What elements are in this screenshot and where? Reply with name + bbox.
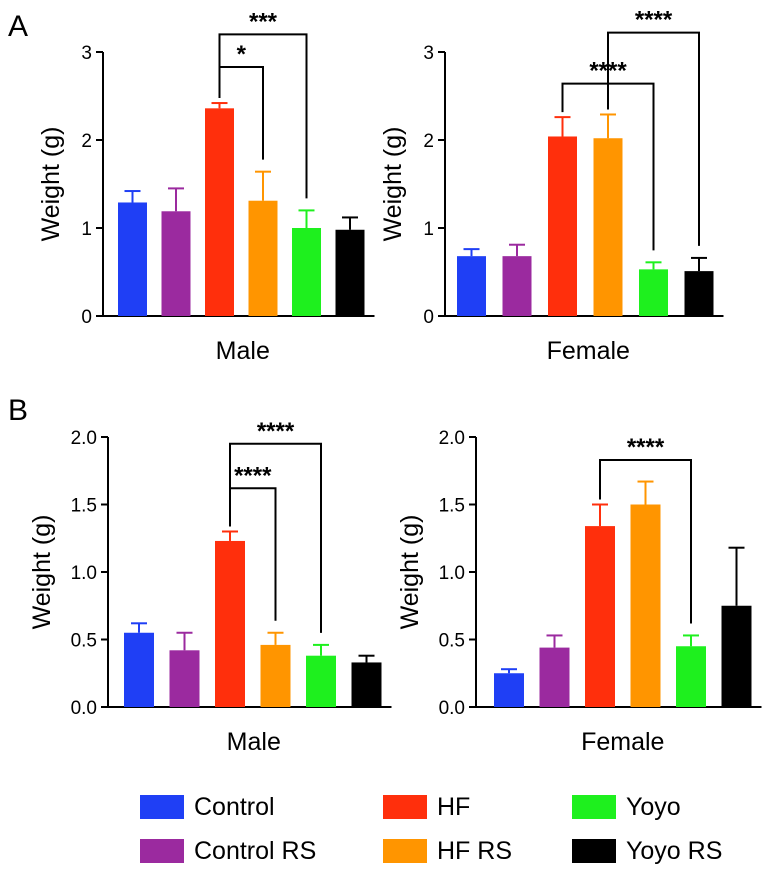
y-tick-label: 0.5 — [71, 631, 97, 652]
legend-swatch-hf — [383, 795, 427, 819]
legend-item-hf-rs: HF RS — [383, 834, 512, 868]
legend-item-yoyo-rs: Yoyo RS — [572, 834, 722, 868]
y-tick-label: 2.0 — [71, 428, 97, 449]
bar — [351, 662, 382, 707]
y-tick-label: 1 — [81, 219, 92, 240]
y-tick-label: 1 — [423, 219, 434, 240]
y-axis-title: Weight (g) — [379, 127, 407, 242]
panel-letter-a: A — [8, 10, 28, 43]
bar — [639, 269, 668, 316]
y-tick-label: 0 — [423, 307, 434, 328]
x-axis-label: Female — [547, 337, 630, 365]
significance-label: *** — [249, 8, 278, 35]
legend: Control HF Yoyo Control RS HF RS Yoyo RS — [0, 780, 764, 876]
bar — [118, 202, 147, 316]
y-tick-label: 3 — [81, 43, 92, 64]
legend-label-control-rs: Control RS — [194, 836, 317, 865]
y-axis-title: Weight (g) — [28, 515, 56, 630]
y-tick-label: 0.0 — [439, 698, 465, 719]
bar — [721, 605, 752, 707]
significance-label: * — [237, 41, 247, 68]
bar — [306, 655, 336, 707]
bar — [169, 650, 200, 707]
chart-0: 0 1 2 3 Weight (g) Male **** — [37, 8, 375, 365]
y-tick-label: 3 — [423, 43, 434, 64]
significance-bracket — [607, 31, 700, 246]
y-tick-label: 0 — [81, 307, 92, 328]
legend-swatch-control — [140, 795, 184, 819]
legend-item-hf: HF — [383, 790, 470, 824]
bar — [292, 228, 321, 316]
y-tick-label: 2 — [423, 131, 434, 152]
y-tick-label: 2.0 — [439, 428, 465, 449]
significance-bracket — [218, 33, 308, 199]
y-tick-label: 0.0 — [71, 698, 97, 719]
bar — [593, 138, 623, 316]
legend-swatch-yoyo-rs — [572, 839, 616, 863]
legend-label-hf-rs: HF RS — [437, 836, 512, 865]
legend-label-yoyo-rs: Yoyo RS — [626, 836, 723, 865]
y-tick-label: 2 — [81, 131, 92, 152]
legend-item-control-rs: Control RS — [140, 834, 316, 868]
y-axis-title: Weight (g) — [396, 515, 424, 630]
bar — [335, 229, 365, 316]
bar — [684, 271, 714, 316]
x-axis-label: Female — [581, 728, 664, 756]
significance-label: **** — [627, 434, 665, 461]
bar — [215, 540, 245, 707]
legend-swatch-control-rs — [140, 839, 184, 863]
bar — [457, 256, 486, 316]
bar — [248, 200, 278, 316]
legend-swatch-hf-rs — [383, 839, 427, 863]
panel-letter-b: B — [8, 394, 28, 427]
significance-label: **** — [257, 418, 295, 445]
x-axis-label: Male — [227, 728, 281, 756]
legend-item-yoyo: Yoyo — [572, 790, 681, 824]
significance-bracket — [599, 458, 692, 624]
bar — [205, 108, 234, 316]
legend-item-control: Control — [140, 790, 275, 824]
significance-label: **** — [635, 7, 673, 34]
bar — [630, 504, 661, 707]
chart-2: 0.0 0.5 1.0 1.5 2.0 Weight (g) Male **** **** — [28, 418, 392, 756]
figure: A B 0 1 2 3 Weight (g) Male **** 0 1 2 3 Weight (g)… — [8, 7, 762, 756]
y-axis-title: Weight (g) — [37, 127, 65, 242]
significance-bracket — [229, 442, 322, 633]
y-tick-label: 1.5 — [71, 496, 97, 517]
x-axis-label: Male — [216, 337, 270, 365]
bar — [124, 632, 154, 707]
legend-label-yoyo: Yoyo — [626, 792, 681, 821]
y-tick-label: 1.5 — [439, 496, 465, 517]
y-tick-label: 1.0 — [71, 563, 97, 584]
y-tick-label: 1.0 — [439, 563, 465, 584]
legend-swatch-yoyo — [572, 795, 616, 819]
significance-label: **** — [234, 462, 272, 489]
y-tick-label: 0.5 — [439, 631, 465, 652]
legend-label-hf: HF — [437, 792, 471, 821]
bar — [539, 647, 570, 707]
bar — [494, 673, 524, 707]
bar — [260, 644, 291, 707]
legend-label-control: Control — [194, 792, 275, 821]
bar — [585, 526, 615, 707]
bar — [502, 256, 532, 316]
bar — [676, 646, 706, 707]
bar — [548, 136, 577, 316]
chart-3: 0.0 0.5 1.0 1.5 2.0 Weight (g) Female **** — [396, 428, 762, 756]
bar — [161, 211, 191, 316]
